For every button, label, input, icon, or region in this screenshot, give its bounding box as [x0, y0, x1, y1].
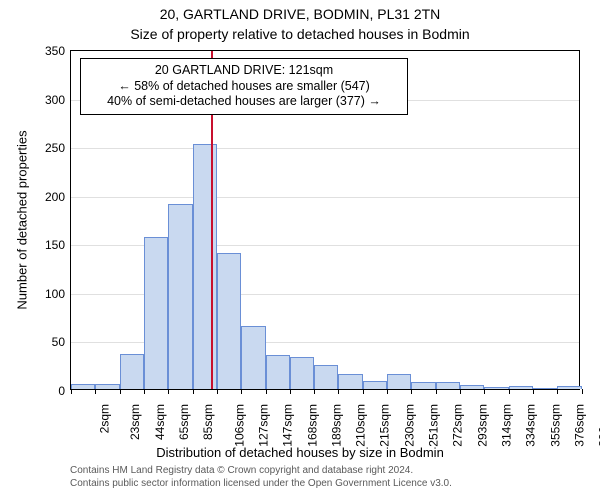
x-tick	[71, 389, 72, 394]
histogram-bar	[193, 144, 217, 389]
y-axis-label: Number of detached properties	[15, 130, 30, 309]
histogram-bar	[509, 386, 533, 389]
x-tick-label: 376sqm	[573, 404, 587, 447]
histogram-bar	[71, 384, 95, 389]
histogram-bar	[266, 355, 290, 389]
footer-line2: Contains public sector information licen…	[70, 478, 452, 491]
x-tick	[411, 389, 412, 394]
histogram-bar	[557, 386, 581, 389]
histogram-bar	[241, 326, 265, 389]
title-subtitle: Size of property relative to detached ho…	[0, 26, 600, 42]
annotation-box: 20 GARTLAND DRIVE: 121sqm ← 58% of detac…	[80, 58, 408, 115]
annotation-line1: 20 GARTLAND DRIVE: 121sqm	[89, 63, 399, 79]
x-tick-label: 334sqm	[524, 404, 538, 447]
y-tick-label: 100	[45, 287, 71, 301]
x-tick	[193, 389, 194, 394]
x-tick	[217, 389, 218, 394]
annotation-line2: ← 58% of detached houses are smaller (54…	[89, 79, 399, 95]
x-tick-label: 127sqm	[257, 404, 271, 447]
x-tick	[582, 389, 583, 394]
x-tick	[314, 389, 315, 394]
y-tick-label: 50	[52, 335, 71, 349]
x-tick-label: 355sqm	[548, 404, 562, 447]
figure-root: 20, GARTLAND DRIVE, BODMIN, PL31 2TN Siz…	[0, 0, 600, 500]
x-tick	[241, 389, 242, 394]
y-tick-label: 250	[45, 141, 71, 155]
x-tick-label: 44sqm	[153, 404, 167, 440]
grid-line	[71, 197, 579, 198]
histogram-bar	[217, 253, 241, 389]
histogram-bar	[120, 354, 144, 389]
x-tick	[290, 389, 291, 394]
x-tick	[557, 389, 558, 394]
title-address: 20, GARTLAND DRIVE, BODMIN, PL31 2TN	[0, 6, 600, 22]
x-tick	[533, 389, 534, 394]
x-tick-label: 106sqm	[232, 404, 246, 447]
x-tick-label: 215sqm	[378, 404, 392, 447]
footer-attribution: Contains HM Land Registry data © Crown c…	[70, 465, 452, 490]
x-tick	[338, 389, 339, 394]
y-tick-label: 300	[45, 93, 71, 107]
x-tick-label: 168sqm	[305, 404, 319, 447]
footer-line1: Contains HM Land Registry data © Crown c…	[70, 465, 452, 478]
x-tick-label: 272sqm	[451, 404, 465, 447]
histogram-bar	[411, 382, 435, 389]
x-tick	[363, 389, 364, 394]
histogram-bar	[144, 237, 168, 390]
x-axis-label: Distribution of detached houses by size …	[0, 445, 600, 460]
y-tick-label: 0	[58, 384, 71, 398]
histogram-bar	[290, 357, 314, 389]
x-tick-label: 65sqm	[177, 404, 191, 440]
x-tick	[120, 389, 121, 394]
histogram-bar	[95, 384, 119, 389]
x-tick-label: 210sqm	[354, 404, 368, 447]
grid-line	[71, 148, 579, 149]
x-tick-label: 147sqm	[281, 404, 295, 447]
x-tick-label: 189sqm	[330, 404, 344, 447]
histogram-bar	[338, 374, 362, 389]
x-tick-label: 314sqm	[500, 404, 514, 447]
histogram-bar	[314, 365, 338, 389]
x-tick	[484, 389, 485, 394]
x-tick	[387, 389, 388, 394]
x-tick	[436, 389, 437, 394]
x-tick-label: 251sqm	[427, 404, 441, 447]
annotation-line3: 40% of semi-detached houses are larger (…	[89, 94, 399, 110]
x-tick-label: 85sqm	[201, 404, 215, 440]
histogram-bar	[484, 387, 508, 389]
y-tick-label: 150	[45, 238, 71, 252]
y-tick-label: 350	[45, 44, 71, 58]
x-tick-label: 2sqm	[97, 404, 111, 433]
x-tick	[168, 389, 169, 394]
histogram-bar	[436, 382, 460, 389]
x-tick-label: 293sqm	[475, 404, 489, 447]
x-tick-label: 23sqm	[128, 404, 142, 440]
x-tick-label: 230sqm	[402, 404, 416, 447]
x-tick	[266, 389, 267, 394]
histogram-bar	[460, 385, 484, 389]
x-tick	[95, 389, 96, 394]
histogram-bar	[168, 204, 192, 389]
x-tick	[509, 389, 510, 394]
histogram-bar	[533, 388, 557, 389]
x-tick	[144, 389, 145, 394]
histogram-bar	[363, 381, 387, 389]
x-tick	[460, 389, 461, 394]
histogram-bar	[387, 374, 411, 389]
y-tick-label: 200	[45, 190, 71, 204]
